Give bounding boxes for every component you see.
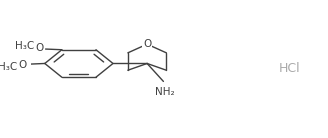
- Text: H₃C: H₃C: [0, 62, 17, 72]
- Text: O: O: [19, 60, 27, 70]
- Text: O: O: [36, 43, 44, 53]
- Text: O: O: [143, 39, 151, 49]
- Text: H₃C: H₃C: [15, 41, 34, 51]
- Text: NH₂: NH₂: [155, 87, 175, 97]
- Text: HCl: HCl: [279, 63, 300, 75]
